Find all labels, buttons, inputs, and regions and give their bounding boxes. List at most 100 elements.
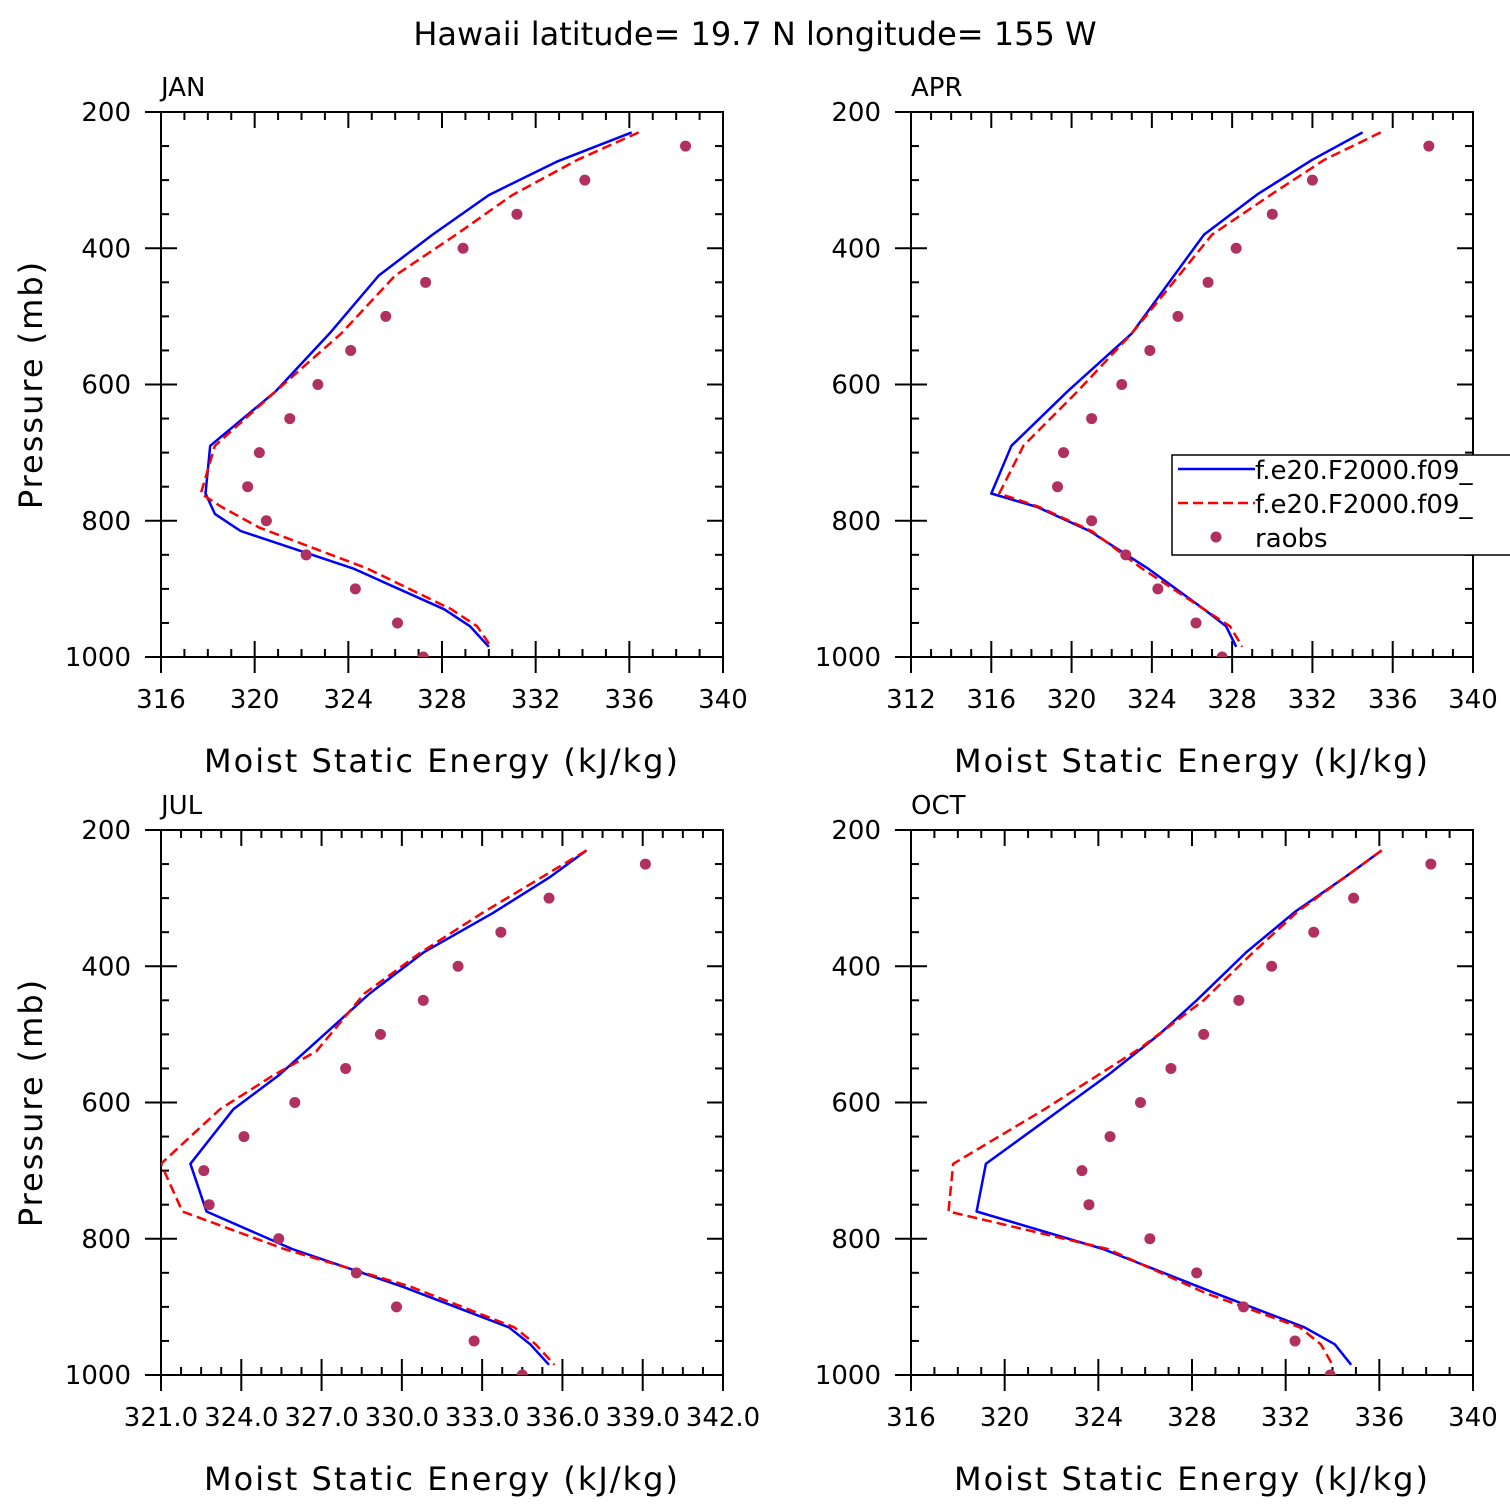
raobs-point bbox=[345, 344, 357, 356]
x-tick-label: 342.0 bbox=[686, 1403, 760, 1433]
x-tick-label: 336 bbox=[1368, 685, 1418, 715]
raobs-point bbox=[1172, 310, 1184, 322]
raobs-point bbox=[350, 1267, 362, 1279]
raobs-point bbox=[1083, 1199, 1095, 1211]
model-a-line bbox=[204, 131, 633, 648]
raobs-point bbox=[420, 276, 432, 288]
data-layer bbox=[199, 131, 692, 657]
legend-raobs-marker bbox=[1210, 531, 1222, 543]
y-tick-label: 200 bbox=[81, 98, 131, 128]
raobs-point bbox=[253, 447, 265, 459]
x-tick-label: 330.0 bbox=[365, 1403, 439, 1433]
y-tick-label: 1000 bbox=[815, 1361, 881, 1391]
panel-title: OCT bbox=[911, 791, 966, 821]
raobs-point bbox=[543, 892, 555, 904]
raobs-point bbox=[1266, 208, 1278, 220]
raobs-point bbox=[1202, 276, 1214, 288]
x-tick-label: 327.0 bbox=[284, 1403, 358, 1433]
y-tick-label: 600 bbox=[831, 1089, 881, 1119]
model-b-line bbox=[998, 131, 1382, 648]
raobs-point bbox=[1289, 1335, 1301, 1347]
y-tick-label: 400 bbox=[831, 952, 881, 982]
raobs-point bbox=[639, 858, 651, 870]
y-tick-label: 400 bbox=[831, 234, 881, 264]
x-tick-label: 340 bbox=[698, 685, 748, 715]
x-tick-label: 324 bbox=[1074, 1403, 1124, 1433]
legend-label: raobs bbox=[1255, 524, 1328, 554]
raobs-point bbox=[1134, 1097, 1146, 1108]
raobs-point bbox=[1198, 1028, 1210, 1040]
raobs-point bbox=[1348, 892, 1360, 904]
raobs-point bbox=[452, 960, 464, 972]
model-a-line bbox=[990, 131, 1364, 648]
raobs-point bbox=[516, 1369, 528, 1375]
y-tick-label: 600 bbox=[81, 371, 131, 401]
model-a-line bbox=[189, 849, 588, 1366]
x-tick-label: 328 bbox=[417, 685, 467, 715]
raobs-point bbox=[284, 413, 296, 425]
x-axis-label: Moist Static Energy (kJ/kg) bbox=[954, 742, 1430, 780]
legend-label: f.e20.F2000.f09_ bbox=[1255, 456, 1473, 486]
legend-box bbox=[1171, 454, 1510, 556]
x-tick-label: 340 bbox=[1448, 685, 1498, 715]
raobs-point bbox=[238, 1131, 250, 1143]
raobs-point bbox=[374, 1028, 386, 1040]
y-tick-label: 800 bbox=[831, 1225, 881, 1255]
x-tick-label: 332 bbox=[1261, 1403, 1311, 1433]
y-tick-label: 1000 bbox=[65, 643, 131, 673]
raobs-point bbox=[349, 583, 361, 595]
raobs-point bbox=[1144, 344, 1156, 356]
raobs-point bbox=[1423, 140, 1435, 152]
raobs-point bbox=[1104, 1131, 1116, 1143]
figure-title: Hawaii latitude= 19.7 N longitude= 155 W bbox=[413, 15, 1096, 53]
raobs-point bbox=[579, 174, 591, 186]
raobs-point bbox=[1086, 515, 1098, 527]
raobs-point bbox=[273, 1233, 285, 1245]
x-tick-label: 316 bbox=[136, 685, 186, 715]
x-tick-label: 328 bbox=[1207, 685, 1257, 715]
raobs-point bbox=[680, 140, 692, 152]
raobs-point bbox=[1086, 413, 1098, 425]
y-tick-label: 600 bbox=[831, 371, 881, 401]
plot-frame bbox=[160, 829, 724, 1376]
x-tick-label: 324.0 bbox=[204, 1403, 278, 1433]
x-tick-label: 333.0 bbox=[445, 1403, 519, 1433]
raobs-point bbox=[300, 549, 312, 561]
panel-title: JAN bbox=[159, 73, 205, 103]
y-tick-label: 600 bbox=[81, 1089, 131, 1119]
x-tick-label: 316 bbox=[886, 1403, 936, 1433]
model-b-line bbox=[199, 131, 640, 648]
x-axis-label: Moist Static Energy (kJ/kg) bbox=[204, 1460, 680, 1498]
y-tick-label: 1000 bbox=[815, 643, 881, 673]
model-b-line bbox=[947, 849, 1383, 1366]
panel-jul: 200 400 600 800 1000 321.0 324.0 327.0 330.0 333.… bbox=[12, 791, 760, 1498]
x-tick-label: 316 bbox=[966, 685, 1016, 715]
raobs-point bbox=[1238, 1301, 1250, 1313]
x-tick-label: 321.0 bbox=[124, 1403, 198, 1433]
raobs-point bbox=[203, 1199, 215, 1211]
x-tick-label: 336 bbox=[605, 685, 655, 715]
x-tick-label: 332 bbox=[511, 685, 561, 715]
y-axis-label: Pressure (mb) bbox=[12, 260, 50, 509]
raobs-point bbox=[391, 1301, 403, 1313]
y-tick-label: 800 bbox=[81, 507, 131, 537]
x-tick-label: 336 bbox=[1355, 1403, 1405, 1433]
x-tick-label: 339.0 bbox=[605, 1403, 679, 1433]
raobs-point bbox=[1190, 617, 1202, 629]
legend: f.e20.F2000.f09_ f.e20.F2000.f09_raobs bbox=[1171, 454, 1510, 556]
raobs-point bbox=[468, 1335, 480, 1347]
model-a-line bbox=[975, 849, 1383, 1366]
x-tick-label: 336.0 bbox=[525, 1403, 599, 1433]
raobs-point bbox=[1266, 960, 1278, 972]
y-tick-label: 1000 bbox=[65, 1361, 131, 1391]
raobs-point bbox=[380, 310, 392, 322]
y-tick-label: 200 bbox=[831, 816, 881, 846]
y-axis-label: Pressure (mb) bbox=[12, 978, 50, 1227]
raobs-point bbox=[1120, 549, 1132, 561]
raobs-point bbox=[1052, 481, 1064, 493]
x-tick-label: 312 bbox=[886, 685, 936, 715]
x-axis-label: Moist Static Energy (kJ/kg) bbox=[954, 1460, 1430, 1498]
x-tick-label: 320 bbox=[980, 1403, 1030, 1433]
